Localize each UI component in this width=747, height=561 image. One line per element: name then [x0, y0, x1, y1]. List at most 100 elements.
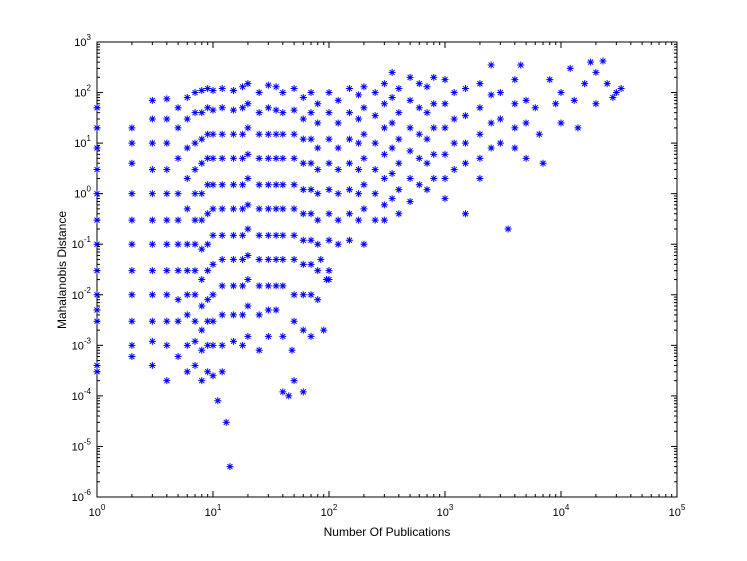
data-point — [148, 139, 156, 147]
data-point — [239, 130, 247, 138]
data-point — [290, 85, 298, 93]
data-point — [496, 115, 504, 123]
data-point — [191, 337, 199, 345]
data-point — [128, 317, 136, 325]
data-point — [198, 216, 206, 224]
data-point — [198, 276, 206, 284]
data-point — [476, 130, 484, 138]
data-point — [380, 80, 388, 88]
data-point — [209, 291, 217, 299]
data-point — [183, 93, 191, 101]
data-point — [380, 201, 388, 209]
data-point — [345, 135, 353, 143]
data-point — [148, 337, 156, 345]
data-point — [441, 174, 449, 182]
data-point — [229, 205, 237, 213]
data-point — [204, 240, 212, 248]
data-point — [128, 291, 136, 299]
data-point — [522, 96, 530, 104]
data-point — [209, 86, 217, 94]
data-point — [307, 210, 315, 218]
data-point — [239, 83, 247, 91]
data-point — [461, 210, 469, 218]
data-point — [511, 100, 519, 108]
data-point — [285, 392, 293, 400]
data-point — [395, 186, 403, 194]
data-point — [290, 181, 298, 189]
data-point — [307, 236, 315, 244]
data-point — [360, 240, 368, 248]
data-point — [255, 346, 263, 354]
data-point — [279, 130, 287, 138]
data-point — [334, 96, 342, 104]
y-tick-label: 10-2 — [72, 286, 92, 302]
data-point — [334, 119, 342, 127]
data-point — [557, 89, 565, 97]
data-point — [599, 57, 607, 65]
data-point — [183, 205, 191, 213]
data-point — [264, 306, 272, 314]
data-point — [148, 190, 156, 198]
data-point — [255, 282, 263, 290]
data-point — [334, 166, 342, 174]
data-point — [148, 96, 156, 104]
data-point — [371, 139, 379, 147]
data-point — [290, 255, 298, 263]
data-point — [609, 93, 617, 101]
data-point — [355, 166, 363, 174]
data-point — [209, 317, 217, 325]
x-tick-label: 102 — [321, 503, 338, 519]
data-point — [345, 186, 353, 194]
data-point — [163, 115, 171, 123]
data-point — [415, 154, 423, 162]
data-point — [487, 144, 495, 152]
data-point — [204, 104, 212, 112]
data-point — [264, 154, 272, 162]
data-point — [218, 368, 226, 376]
data-point — [522, 119, 530, 127]
data-point — [174, 240, 182, 248]
data-point — [229, 311, 237, 319]
data-point — [209, 231, 217, 239]
data-point — [355, 91, 363, 99]
y-tick-label: 102 — [74, 84, 91, 100]
data-point — [198, 346, 206, 354]
y-tick-label: 10-5 — [72, 437, 92, 453]
data-point — [239, 205, 247, 213]
data-point — [163, 95, 171, 103]
data-point — [255, 205, 263, 213]
data-point — [360, 104, 368, 112]
data-point — [163, 291, 171, 299]
data-point — [183, 291, 191, 299]
data-point — [539, 159, 547, 167]
data-point — [423, 159, 431, 167]
data-point — [290, 205, 298, 213]
data-point — [325, 89, 333, 97]
data-point — [204, 317, 212, 325]
data-point — [450, 166, 458, 174]
data-point — [461, 112, 469, 120]
data-point — [244, 201, 252, 209]
data-point — [299, 115, 307, 123]
data-point — [255, 130, 263, 138]
data-point — [279, 231, 287, 239]
data-point — [229, 181, 237, 189]
y-tick-label: 10-6 — [72, 488, 92, 504]
data-point — [617, 85, 625, 93]
data-point — [163, 139, 171, 147]
data-point — [345, 159, 353, 167]
data-point — [566, 64, 574, 72]
data-point — [430, 124, 438, 132]
data-point — [334, 190, 342, 198]
data-point — [380, 124, 388, 132]
data-point — [204, 296, 212, 304]
data-point — [511, 76, 519, 84]
data-point — [255, 231, 263, 239]
data-point — [388, 68, 396, 76]
data-point — [314, 240, 322, 248]
data-point — [334, 144, 342, 152]
data-point — [314, 166, 322, 174]
data-point — [371, 216, 379, 224]
y-tick-label: 10-1 — [72, 235, 92, 251]
